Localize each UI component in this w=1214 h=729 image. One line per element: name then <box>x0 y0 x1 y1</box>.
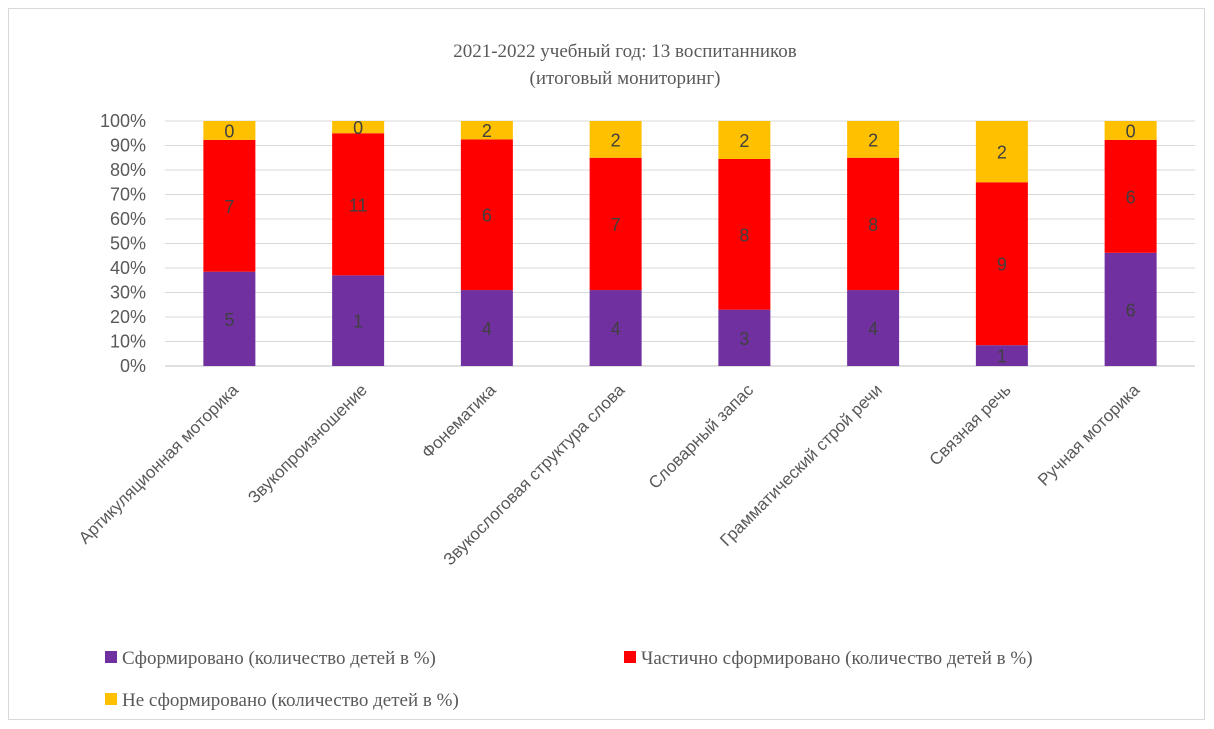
x-category-label: Связная речь <box>926 380 1015 469</box>
data-label: 8 <box>868 215 878 235</box>
data-label: 6 <box>482 206 492 226</box>
data-label: 6 <box>1126 300 1136 320</box>
bar-segment <box>589 157 642 291</box>
data-label: 4 <box>868 319 878 339</box>
x-category-label: Артикуляционная моторика <box>75 380 243 548</box>
data-label: 5 <box>224 310 234 330</box>
legend: Сформировано (количество детей в %) Части… <box>105 648 1033 711</box>
y-tick-label: 20% <box>110 307 146 327</box>
bar-segment <box>460 121 513 140</box>
bar-segment <box>718 309 771 366</box>
legend-swatch <box>105 693 117 705</box>
y-tick-label: 80% <box>110 160 146 180</box>
bar-segment <box>847 290 900 366</box>
data-label: 9 <box>997 255 1007 275</box>
bar-segment <box>203 139 256 272</box>
y-tick-label: 10% <box>110 332 146 352</box>
x-category-label: Словарный запас <box>645 380 758 493</box>
bar-segment <box>847 121 900 158</box>
bar-segment <box>975 182 1028 346</box>
data-label: 0 <box>224 121 234 141</box>
legend-swatch <box>105 651 117 663</box>
data-label: 0 <box>353 118 363 138</box>
bar-segment <box>975 121 1028 183</box>
bar-segment <box>460 290 513 366</box>
bar-segment <box>460 139 513 291</box>
legend-label: Не сформировано (количество детей в %) <box>122 690 459 711</box>
data-label: 2 <box>868 130 878 150</box>
y-tick-label: 70% <box>110 185 146 205</box>
data-label: 8 <box>739 225 749 245</box>
bar-segment <box>332 275 385 366</box>
bar-segment <box>718 158 771 310</box>
legend-swatch <box>624 651 636 663</box>
y-tick-label: 0% <box>120 356 146 376</box>
bar-segment <box>975 345 1028 366</box>
chart-subtitle: (итоговый мониторинг) <box>530 68 721 89</box>
y-tick-label: 90% <box>110 136 146 156</box>
x-category-label: Фонематика <box>418 380 500 462</box>
bar-segment <box>589 121 642 158</box>
x-category-label: Звукопроизношение <box>244 380 371 507</box>
x-category-label: Ручная моторика <box>1034 380 1144 490</box>
y-tick-label: 50% <box>110 234 146 254</box>
y-axis-ticks: 0% 10% 20% 30% 40% 50% 60% 70% 80% 90% 100% <box>100 111 146 376</box>
bar-segment <box>203 121 256 140</box>
bar-segment <box>847 157 900 291</box>
bar-segment <box>1104 252 1157 366</box>
bar-segment <box>203 271 256 366</box>
data-label: 7 <box>611 215 621 235</box>
data-label: 2 <box>611 130 621 150</box>
data-label: 11 <box>349 195 368 215</box>
data-label: 4 <box>482 319 492 339</box>
data-label: 1 <box>997 347 1007 367</box>
chart-title: 2021-2022 учебный год: 13 воспитанников <box>453 41 797 62</box>
y-tick-label: 30% <box>110 283 146 303</box>
bar-segment <box>718 121 771 159</box>
gridlines <box>165 120 1195 367</box>
data-label: 6 <box>1126 187 1136 207</box>
bar-segment <box>589 290 642 366</box>
bar-segment <box>1104 139 1157 253</box>
y-tick-label: 40% <box>110 258 146 278</box>
legend-label: Сформировано (количество детей в %) <box>122 648 436 669</box>
bar-segment <box>1104 121 1157 140</box>
data-label: 2 <box>997 143 1007 163</box>
data-label: 0 <box>1126 121 1136 141</box>
y-tick-label: 60% <box>110 209 146 229</box>
bar-segment <box>332 133 385 276</box>
data-label: 4 <box>611 319 621 339</box>
x-axis-categories: Артикуляционная моторика Звукопроизношени… <box>75 380 1144 569</box>
data-label: 1 <box>353 312 363 332</box>
legend-label: Частично сформировано (количество детей … <box>641 648 1033 669</box>
data-label: 3 <box>739 329 749 349</box>
bar-segment <box>332 121 385 134</box>
y-tick-label: 100% <box>100 111 146 131</box>
data-label: 2 <box>739 131 749 151</box>
data-label: 2 <box>482 121 492 141</box>
data-label: 7 <box>224 197 234 217</box>
